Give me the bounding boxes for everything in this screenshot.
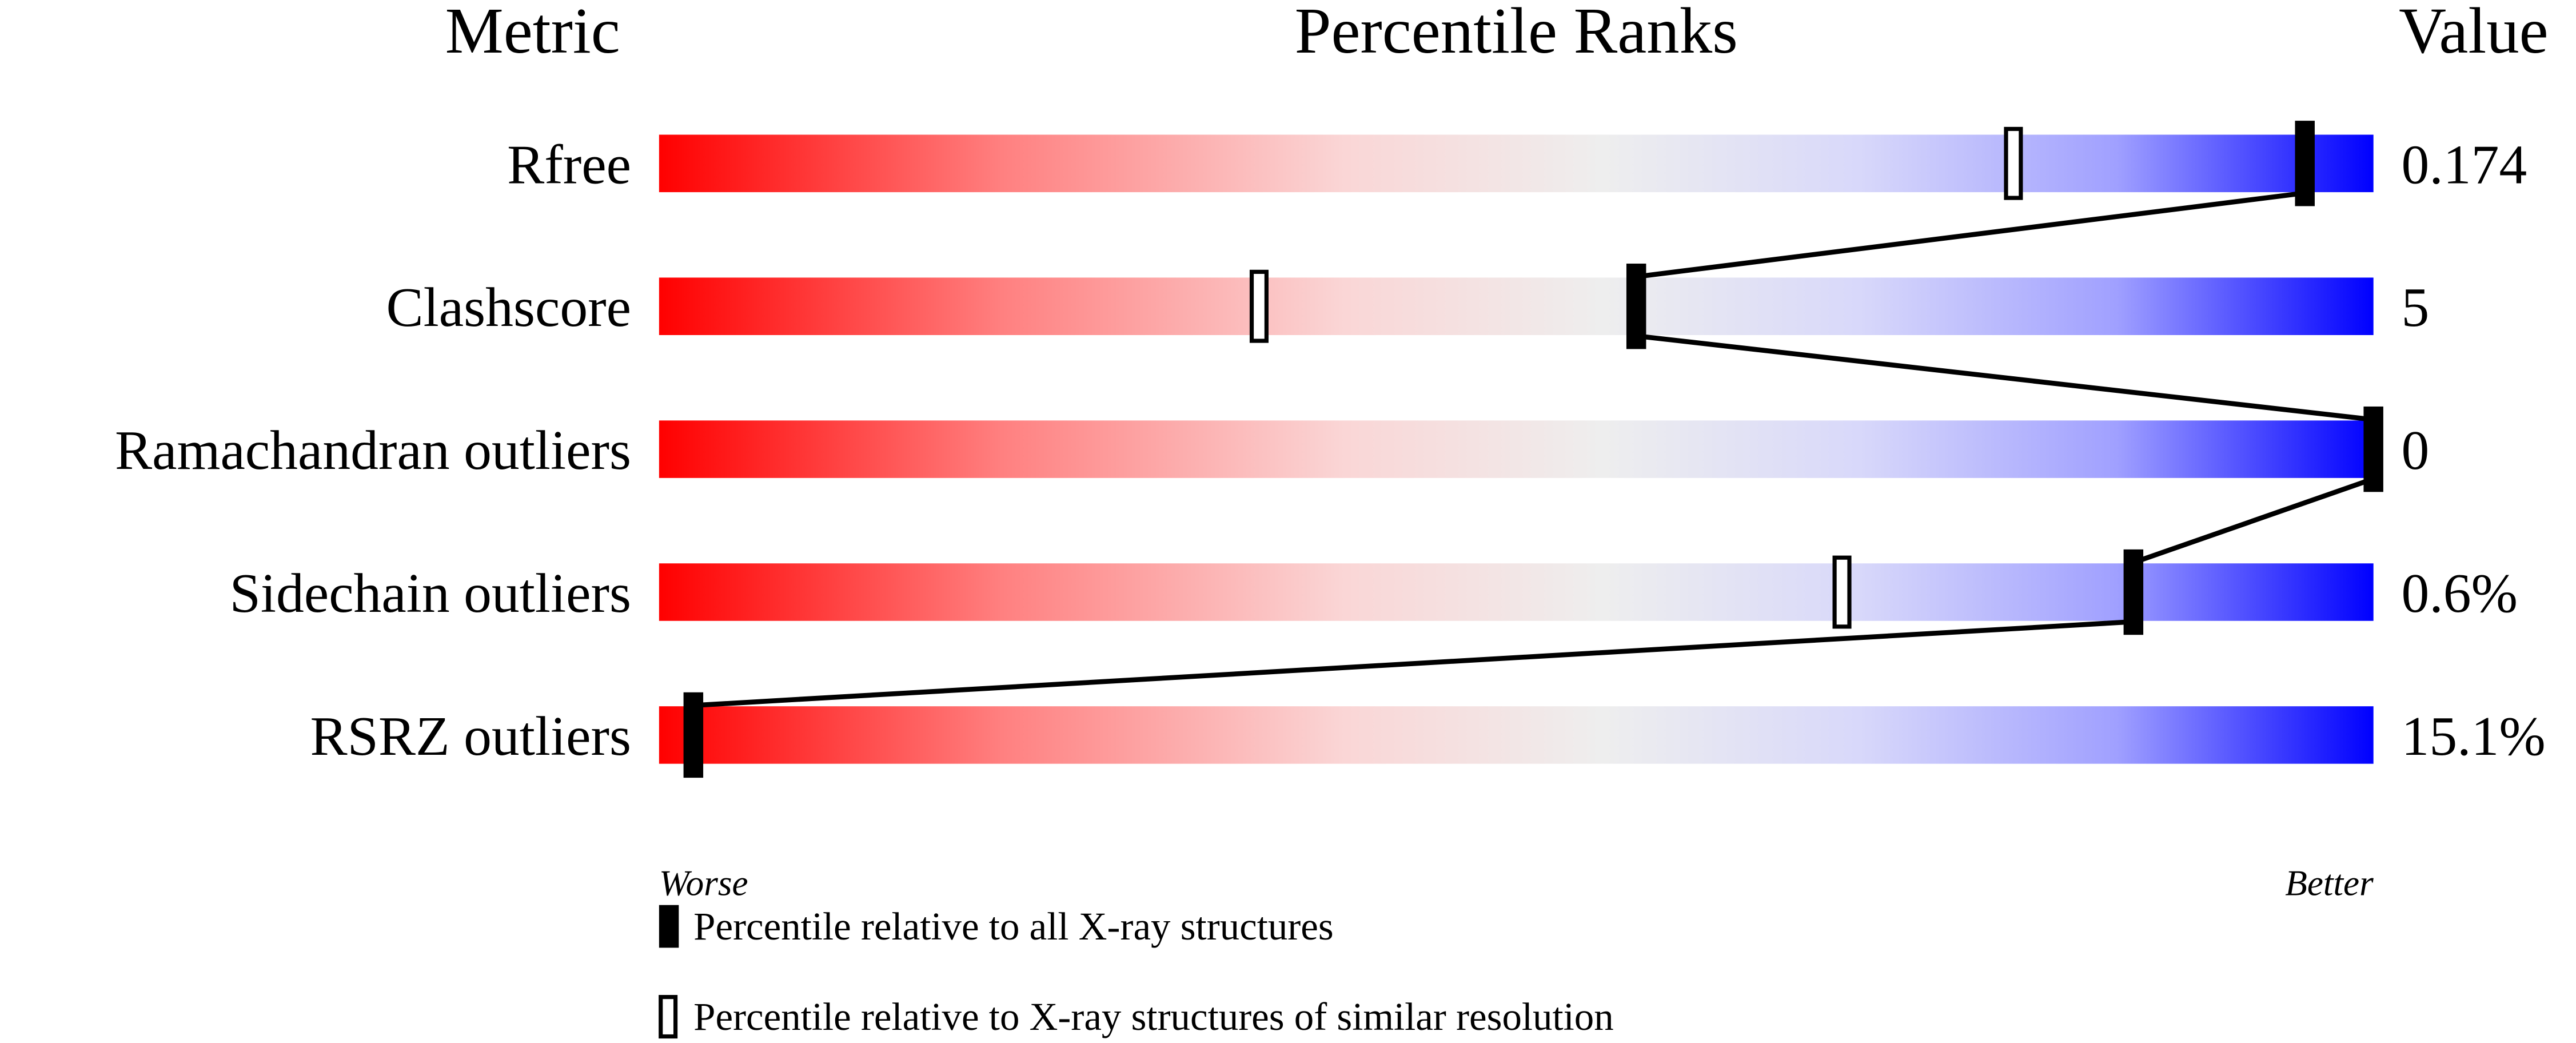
metric-label: Clashscore bbox=[386, 277, 632, 339]
percentile-bar bbox=[659, 134, 2374, 193]
row-rfree: Rfree 0.174 bbox=[507, 134, 2527, 196]
row-clashscore: Clashscore 5 bbox=[386, 277, 2430, 339]
percentile-bar bbox=[659, 420, 2374, 478]
header-metric: Metric bbox=[445, 0, 620, 67]
header-value: Value bbox=[2399, 0, 2549, 67]
axis-label-worse: Worse bbox=[659, 863, 748, 903]
percentile-bar bbox=[659, 277, 2374, 335]
row-rsrz-outliers: RSRZ outliers 15.1% bbox=[310, 706, 2545, 767]
similar-resolution-marker bbox=[1249, 269, 1269, 343]
metric-label: Ramachandran outliers bbox=[115, 420, 631, 481]
metric-label: Rfree bbox=[507, 134, 631, 196]
similar-resolution-marker bbox=[2004, 126, 2023, 200]
similar-resolution-marker bbox=[1832, 555, 1852, 629]
connector-line bbox=[693, 619, 2134, 708]
metric-value: 15.1% bbox=[2402, 706, 2546, 767]
header-percentile-ranks: Percentile Ranks bbox=[1295, 0, 1738, 67]
all-structures-marker bbox=[2363, 406, 2383, 492]
metric-value: 0.6% bbox=[2402, 563, 2518, 624]
all-structures-marker bbox=[683, 692, 704, 778]
legend-open-marker bbox=[659, 994, 678, 1039]
metric-label: RSRZ outliers bbox=[310, 706, 631, 767]
connector-line bbox=[2132, 476, 2375, 565]
metric-label: Sidechain outliers bbox=[230, 563, 631, 624]
all-structures-marker bbox=[2123, 549, 2144, 635]
all-structures-marker bbox=[1626, 264, 1646, 349]
axis-label-better: Better bbox=[2285, 863, 2374, 903]
metric-value: 0.174 bbox=[2402, 134, 2527, 196]
percentile-bar bbox=[659, 563, 2374, 621]
legend-filled-marker bbox=[659, 905, 679, 948]
row-ramachandran-outliers: Ramachandran outliers 0 bbox=[115, 420, 2429, 481]
metric-value: 0 bbox=[2402, 420, 2430, 481]
metric-value: 5 bbox=[2402, 277, 2430, 339]
connector-line bbox=[1636, 333, 2374, 423]
row-sidechain-outliers: Sidechain outliers 0.6% bbox=[230, 563, 2518, 624]
legend-label-all: Percentile relative to all X-ray structu… bbox=[693, 905, 1334, 948]
all-structures-marker bbox=[2295, 121, 2315, 206]
percentile-bar bbox=[659, 706, 2374, 764]
legend-label-similar: Percentile relative to X-ray structures … bbox=[693, 995, 1614, 1038]
connector-line bbox=[1636, 190, 2306, 280]
